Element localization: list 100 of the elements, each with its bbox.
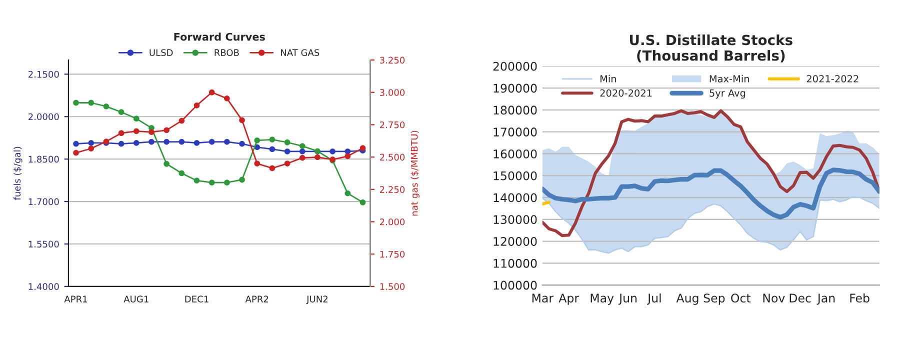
y2-tick-label: 1.750 [380,250,405,258]
point [133,116,140,122]
point [194,102,200,108]
y2-tick-label: 3.000 [380,89,405,96]
chart-title: Forward Curves [174,32,265,41]
point [133,128,140,134]
point [254,160,260,166]
x-tick-label: Nov [763,294,785,303]
point [178,118,185,124]
legend-label: 5yr Avg [710,89,746,99]
point [284,148,290,154]
point [344,148,351,154]
point [224,138,230,145]
legend-label: RBOB [214,49,239,56]
point [118,140,124,147]
point [344,153,351,160]
point [330,148,336,154]
y-tick-label: 180000 [494,106,537,115]
point [88,140,94,146]
point [164,160,170,167]
point [224,180,230,186]
point [208,138,215,145]
x-tick-label: Jan [816,294,835,305]
point [118,109,124,116]
y-axis-title: fuels ($/gal) [14,146,22,200]
x-tick-label: Apr [558,294,580,305]
point [284,139,290,146]
x-tick-label: May [590,294,614,305]
y-tick-label: 2.1500 [28,70,59,78]
x-tick-label: AUG1 [124,296,148,302]
x-tick-label: Jun [618,294,637,305]
y2-tick-label: 2.750 [380,121,405,128]
y-tick-label: 150000 [494,171,537,180]
point [73,100,79,106]
point [299,154,306,161]
point [148,138,154,145]
x-tick-label: APR1 [64,296,88,302]
y2-tick-label: 2.000 [380,218,405,226]
point [88,100,94,106]
point [208,89,215,96]
point [148,129,154,136]
point [194,140,200,146]
point [194,178,200,184]
point [314,154,320,160]
x-tick-label: Mar [532,294,554,303]
y2-axis-title: nat gas ($/MMBTU) [410,130,420,216]
point [239,176,245,183]
y-tick-label: 1.4000 [28,283,59,290]
x-tick-label: Jul [646,293,661,305]
y-tick-label: 120000 [494,237,537,246]
x-tick-label: APR2 [245,296,268,302]
y-tick-label: 140000 [494,193,537,202]
y-tick-label: 110000 [494,258,537,268]
legend-label: NAT GAS [281,49,320,56]
point [73,140,79,147]
legend-label: 2020-2021 [600,89,652,97]
point [224,95,230,102]
point [239,117,245,124]
point [103,103,110,110]
point [164,127,170,134]
point [208,180,215,186]
chart-title: U.S. Distillate Stocks (Thousand Barrels) [630,34,792,62]
point [269,136,276,142]
point [133,140,140,146]
x-tick-label: DEC1 [185,296,208,302]
y-tick-label: 130000 [494,215,537,224]
point [178,170,185,176]
y-tick-label: 200000 [493,62,537,71]
y-tick-label: 190000 [494,84,537,93]
x-tick-label: Oct [731,294,751,303]
point [360,199,366,206]
line-series [542,168,880,220]
x-tick-label: Sep [704,294,725,305]
legend-label: Max-Min [710,74,749,82]
point [118,130,124,136]
point [239,140,245,147]
point [254,137,260,144]
point [299,143,306,150]
point [299,148,306,154]
legend-label: ULSD [150,49,173,56]
y2-tick-label: 3.250 [380,56,405,64]
point [73,150,79,156]
legend-label: 2021-2022 [806,75,858,82]
y2-tick-label: 1.500 [380,283,405,290]
y-tick-label: 1.7000 [28,198,59,206]
point [344,190,351,196]
y-tick-label: 160000 [494,149,537,158]
point [360,145,366,152]
y-tick-label: 1.5500 [28,240,59,248]
x-tick-label: Feb [850,293,870,303]
point [88,146,94,152]
legend-label: Min [600,74,616,82]
x-tick-label: Dec [790,294,811,303]
point [164,138,170,145]
point [269,165,276,172]
y-tick-label: 1.8500 [28,156,59,163]
y2-tick-label: 2.250 [380,186,405,193]
y-tick-label: 2.0000 [28,113,59,120]
point [178,138,185,145]
point [269,146,276,152]
